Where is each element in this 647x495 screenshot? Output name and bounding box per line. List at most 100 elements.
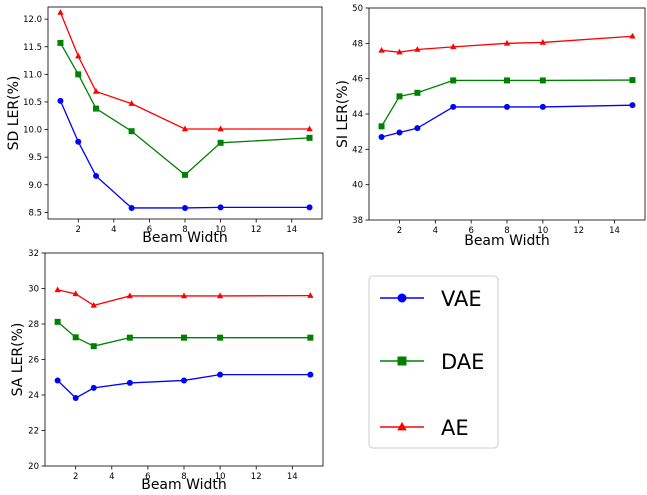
y-tick-label: 26 (28, 356, 39, 366)
data-point-ae (450, 43, 457, 50)
data-point-ae (378, 46, 385, 53)
legend-marker-ae (397, 421, 407, 431)
series-line-vae (59, 100, 310, 209)
y-tick-label: 42 (352, 145, 363, 155)
data-point-dae (307, 334, 314, 341)
data-point-ae (128, 100, 135, 106)
data-point-vae (396, 129, 403, 136)
legend-label-dae: DAE (441, 350, 484, 374)
x-tick-label: 14 (286, 225, 297, 235)
x-axis-label: Beam Width (142, 230, 228, 246)
y-tick-label: 11.5 (23, 43, 42, 53)
data-point-dae (504, 77, 510, 84)
data-point-ae (216, 292, 224, 299)
data-point-ae (629, 32, 636, 39)
y-tick-label: 30 (28, 285, 39, 295)
y-axis-label: SA LER(%) (10, 323, 26, 397)
y-tick-label: 40 (352, 181, 363, 191)
y-tick-label: 50 (352, 4, 363, 14)
data-point-vae (450, 103, 457, 110)
data-point-ae (57, 9, 64, 15)
legend-label-ae: AE (441, 416, 469, 440)
data-point-dae (72, 334, 79, 341)
data-point-ae (126, 292, 133, 299)
data-point-dae (126, 334, 133, 341)
data-point-vae (57, 97, 64, 104)
chart-panel-1: 2 4 6 8 10 12 14 8.5 9.0 9.5 10.0 10.5 11.0 11.5 12.0 B… (6, 6, 323, 246)
x-tick-label: 8 (182, 225, 187, 235)
x-tick-label: 4 (433, 226, 438, 236)
data-point-ae (217, 125, 224, 132)
y-tick-label: 48 (352, 39, 363, 49)
x-axis-label: Beam Width (141, 477, 227, 493)
data-point-dae (90, 343, 97, 350)
series-line-vae (381, 104, 633, 138)
data-point-ae (75, 52, 82, 59)
x-tick-label: 2 (397, 226, 402, 236)
series-line-dae (380, 79, 633, 127)
x-tick-label: 14 (287, 472, 298, 482)
data-point-vae (217, 204, 224, 211)
data-point-dae (182, 171, 188, 178)
data-point-dae (450, 77, 457, 84)
x-tick-label: 4 (111, 225, 116, 235)
y-tick-label: 9.0 (28, 181, 42, 191)
x-tick-label: 6 (145, 472, 150, 482)
data-point-vae (128, 204, 135, 211)
series-line-dae (57, 321, 311, 347)
data-point-dae (396, 93, 403, 100)
data-point-vae (217, 371, 224, 378)
x-tick-label: 12 (251, 225, 262, 235)
data-point-vae (75, 138, 82, 145)
y-tick-label: 10.0 (23, 126, 42, 136)
data-point-vae (126, 379, 133, 386)
data-point-ae (306, 125, 313, 132)
data-point-vae (414, 125, 421, 132)
y-tick-label: 9.5 (28, 153, 42, 163)
data-point-vae (539, 103, 546, 110)
y-axis-label: SD LER(%) (6, 76, 22, 151)
data-point-ae (503, 39, 511, 46)
plot-frame (44, 252, 324, 467)
data-point-ae (54, 286, 61, 293)
y-tick-label: 8.5 (28, 208, 42, 218)
x-tick-label: 10 (215, 225, 226, 235)
data-point-dae (217, 139, 224, 146)
y-tick-label: 28 (28, 320, 39, 330)
data-point-ae (90, 301, 97, 308)
data-point-vae (93, 172, 100, 179)
x-tick-label: 6 (468, 226, 473, 236)
plot-frame (47, 6, 323, 220)
data-point-ae (396, 48, 403, 55)
data-point-vae (378, 133, 385, 140)
data-point-dae (217, 334, 224, 341)
data-point-ae (414, 46, 421, 52)
x-tick-label: 2 (73, 472, 78, 482)
data-point-vae (307, 371, 314, 378)
data-point-vae (181, 377, 187, 384)
data-point-ae (181, 125, 189, 132)
y-tick-label: 46 (352, 75, 363, 85)
y-tick-label: 44 (352, 110, 363, 120)
legend-marker-vae (397, 293, 407, 303)
legend-label-vae: VAE (441, 287, 482, 311)
y-tick-label: 38 (352, 216, 363, 226)
y-tick-label: 12.0 (23, 15, 42, 25)
data-point-dae (75, 71, 82, 78)
data-point-vae (182, 204, 188, 211)
y-tick-label: 22 (28, 427, 39, 437)
data-point-dae (181, 334, 187, 341)
data-point-ae (180, 292, 188, 299)
x-tick-label: 14 (609, 226, 620, 236)
x-tick-label: 2 (76, 225, 81, 235)
legend-marker-dae (397, 356, 407, 366)
x-tick-label: 12 (251, 472, 262, 482)
y-tick-label: 32 (28, 249, 39, 259)
plot-frame (368, 7, 646, 221)
data-point-dae (93, 105, 100, 112)
data-point-ae (72, 290, 79, 297)
y-tick-label: 11.0 (23, 70, 42, 80)
